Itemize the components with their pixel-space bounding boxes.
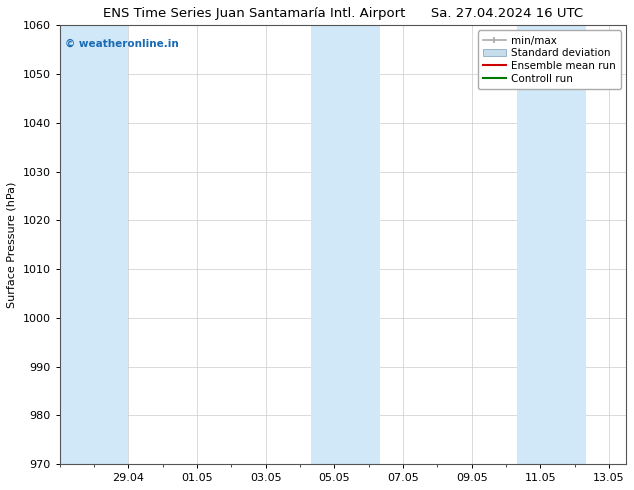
Bar bbox=[60, 25, 105, 464]
Bar bbox=[563, 25, 586, 464]
Text: © weatheronline.in: © weatheronline.in bbox=[65, 38, 179, 49]
Bar bbox=[358, 25, 380, 464]
Legend: min/max, Standard deviation, Ensemble mean run, Controll run: min/max, Standard deviation, Ensemble me… bbox=[477, 30, 621, 89]
Bar bbox=[517, 25, 563, 464]
Y-axis label: Surface Pressure (hPa): Surface Pressure (hPa) bbox=[7, 181, 17, 308]
Title: ENS Time Series Juan Santamaría Intl. Airport      Sa. 27.04.2024 16 UTC: ENS Time Series Juan Santamaría Intl. Ai… bbox=[103, 7, 583, 20]
Bar bbox=[105, 25, 128, 464]
Bar bbox=[311, 25, 358, 464]
